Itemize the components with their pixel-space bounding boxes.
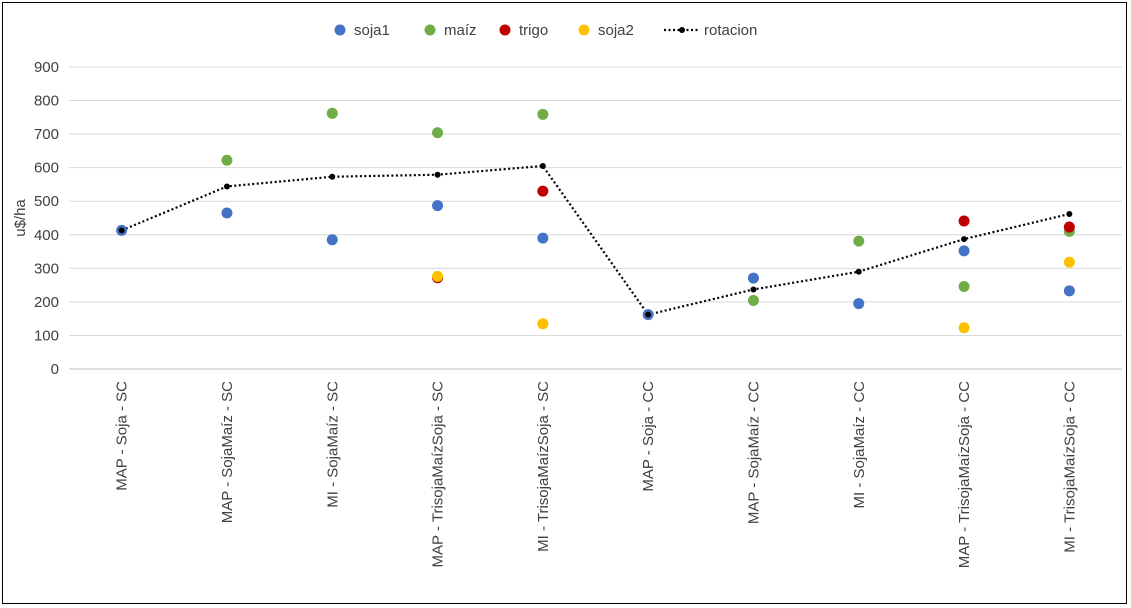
legend-marker: [499, 24, 511, 36]
soja2-point: [958, 322, 970, 334]
y-tick-label: 300: [34, 260, 59, 277]
legend-marker: [334, 24, 346, 36]
maiz-point: [326, 107, 338, 119]
legend-marker: [424, 24, 436, 36]
rotacion-point: [750, 286, 757, 293]
trigo-point: [1063, 221, 1075, 233]
maiz-point: [221, 154, 233, 166]
legend-label: trigo: [519, 22, 548, 39]
legend-item-soja1: soja1: [334, 22, 390, 39]
legend-item-maiz: maíz: [424, 22, 477, 39]
gridlines: [69, 66, 1122, 370]
legend-marker: [679, 27, 685, 33]
legend-label: soja2: [598, 22, 634, 39]
soja1-point: [853, 298, 865, 310]
x-tick-label: MI - TrisojaMaízSoja - SC: [535, 381, 552, 552]
y-tick-label: 400: [34, 227, 59, 244]
rotacion-line: [121, 164, 1070, 316]
soja1-point: [747, 272, 759, 284]
maiz-point: [537, 108, 549, 120]
rotacion-point: [645, 311, 652, 318]
soja2-point: [537, 318, 549, 330]
y-axis-title: u$/ha: [12, 199, 29, 237]
x-tick-label: MAP - SojaMaíz - SC: [219, 381, 236, 523]
soja1-point: [1063, 285, 1075, 297]
rotacion-point: [329, 173, 336, 180]
legend-item-soja2: soja2: [578, 22, 634, 39]
data-points: [116, 107, 1075, 334]
rotacion-point: [961, 236, 968, 243]
rotacion-point: [539, 162, 546, 169]
y-tick-label: 500: [34, 193, 59, 210]
y-tick-label: 600: [34, 160, 59, 177]
x-tick-label: MAP - Soja - SC: [114, 381, 131, 491]
x-tick-label: MI - TrisojaMaízSoja - CC: [1061, 381, 1078, 553]
rotacion-point: [1066, 210, 1073, 217]
x-tick-label: MI - SojaMaíz - CC: [851, 381, 868, 509]
trigo-point: [537, 185, 549, 197]
scatter-chart: 0 100 200 300 400 500 600 700 800 900 MAP - Soja …: [12, 22, 1122, 568]
maiz-point: [432, 127, 444, 139]
x-tick-label: MAP - SojaMaíz - CC: [745, 381, 762, 524]
y-tick-label: 900: [34, 59, 59, 76]
soja1-point: [432, 200, 444, 212]
maiz-point: [958, 280, 970, 292]
legend-label: rotacion: [704, 22, 757, 39]
maiz-point: [747, 295, 759, 307]
rotacion-point: [855, 268, 862, 275]
x-tick-label: MAP - TrisojaMaízSoja - SC: [430, 381, 447, 568]
y-axis-ticks: 0 100 200 300 400 500 600 700 800 900: [34, 59, 59, 378]
y-tick-label: 100: [34, 327, 59, 344]
rotacion-point: [118, 227, 125, 234]
soja1-point: [537, 232, 549, 244]
maiz-point: [853, 235, 865, 247]
x-tick-label: MI - SojaMaíz - SC: [324, 381, 341, 508]
trigo-point: [958, 215, 970, 227]
soja2-point: [1063, 256, 1075, 268]
soja1-point: [958, 245, 970, 257]
y-tick-label: 800: [34, 93, 59, 110]
y-tick-label: 0: [51, 361, 59, 378]
soja1-point: [326, 234, 338, 246]
legend-marker: [578, 24, 590, 36]
y-tick-label: 200: [34, 294, 59, 311]
x-tick-label: MAP - TrisojaMaízSoja - CC: [956, 381, 973, 568]
legend-item-rotacion: rotacion: [664, 22, 757, 39]
rotacion-point: [223, 183, 230, 190]
legend: soja1 maíz trigo soja2 rotacion: [334, 22, 757, 39]
soja1-point: [221, 207, 233, 219]
rotacion-point: [434, 171, 441, 178]
y-tick-label: 700: [34, 126, 59, 143]
soja2-point: [432, 270, 444, 282]
legend-item-trigo: trigo: [499, 22, 548, 39]
legend-label: maíz: [444, 22, 477, 39]
rotacion-series-line: [121, 164, 1070, 316]
x-tick-label: MAP - Soja - CC: [640, 381, 657, 492]
legend-label: soja1: [354, 22, 390, 39]
x-axis-ticks: MAP - Soja - SC MAP - SojaMaíz - SC MI - S…: [114, 381, 1079, 568]
